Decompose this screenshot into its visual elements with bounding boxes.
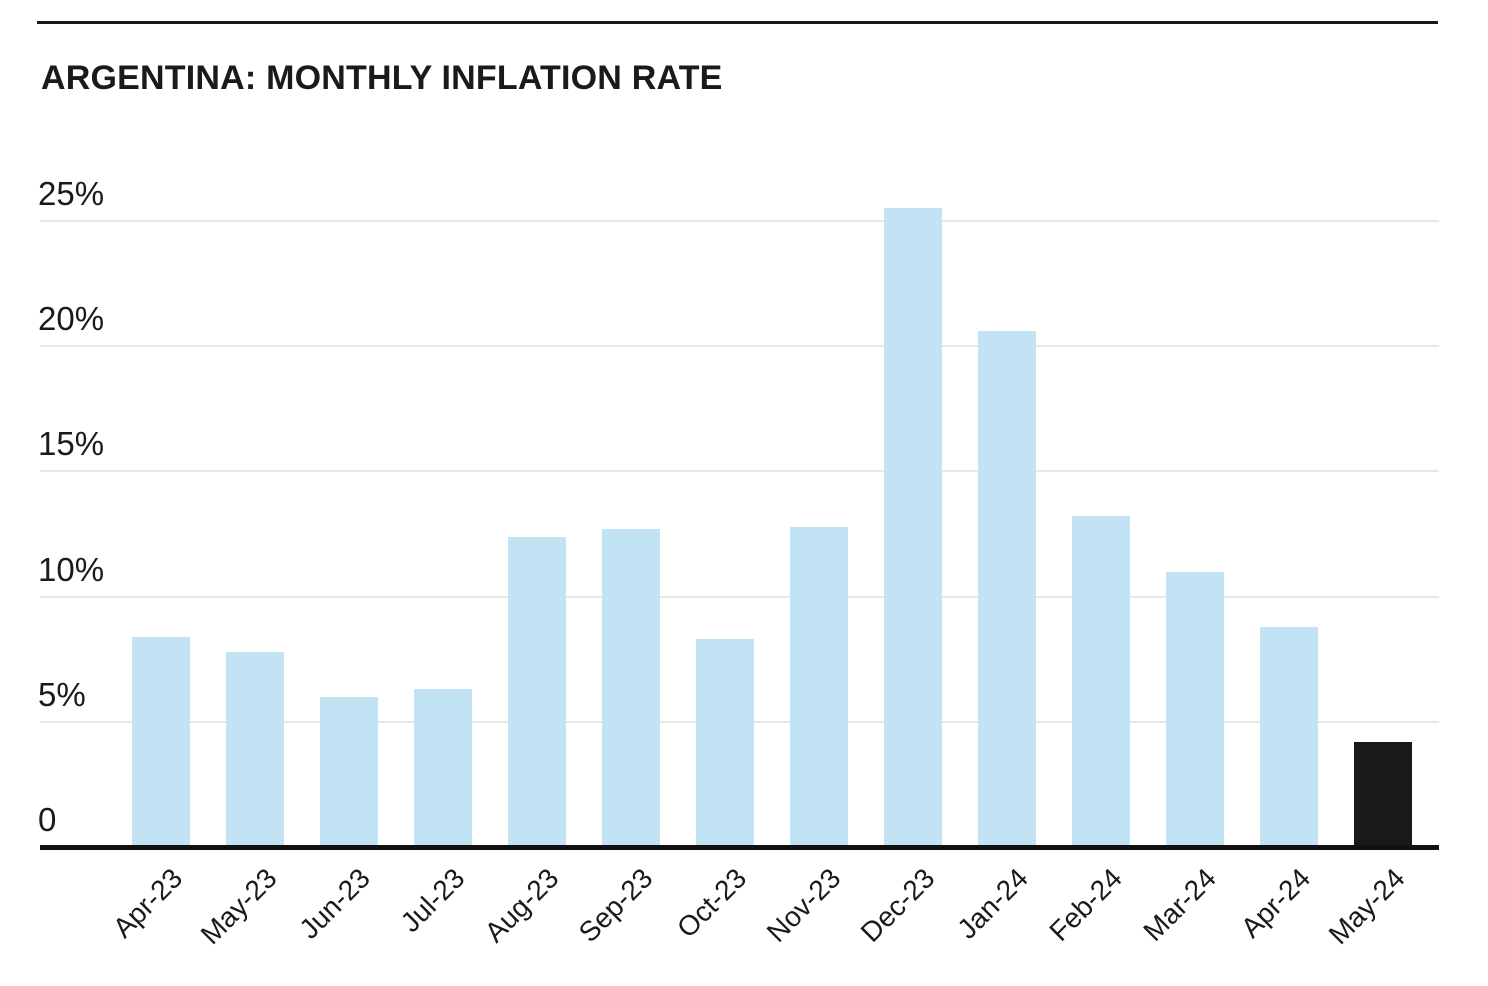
y-tick-label-20: 20% bbox=[38, 300, 105, 338]
x-tick-label-jan-24: Jan-24 bbox=[951, 862, 1035, 945]
bar-apr-24 bbox=[1260, 626, 1318, 847]
x-tick-label-nov-23: Nov-23 bbox=[760, 862, 847, 949]
bar-oct-23 bbox=[696, 639, 754, 847]
y-tick-label-25: 25% bbox=[38, 175, 105, 213]
x-tick-label-apr-23: Apr-23 bbox=[106, 862, 189, 944]
bar-aug-23 bbox=[508, 536, 566, 847]
x-tick-label-may-23: May-23 bbox=[194, 862, 283, 951]
inflation-bar-chart: 0 5% 10% 15% 20% 25% Apr-23 May-23 Jun-23 Jul-23 A… bbox=[38, 170, 1439, 950]
bar-dec-23 bbox=[884, 208, 942, 847]
x-tick-label-oct-23: Oct-23 bbox=[670, 862, 753, 944]
bar-sep-23 bbox=[602, 529, 660, 847]
x-tick-label-feb-24: Feb-24 bbox=[1043, 862, 1129, 947]
x-tick-label-aug-23: Aug-23 bbox=[478, 862, 565, 949]
bar-apr-23 bbox=[132, 636, 190, 847]
x-axis-line bbox=[40, 845, 1439, 850]
chart-title: ARGENTINA: MONTHLY INFLATION RATE bbox=[41, 59, 723, 97]
y-tick-label-10: 10% bbox=[38, 550, 105, 588]
gridline-15pct bbox=[40, 470, 1439, 473]
bar-jul-23 bbox=[414, 689, 472, 847]
x-tick-label-sep-23: Sep-23 bbox=[572, 862, 659, 949]
x-tick-label-jul-23: Jul-23 bbox=[394, 862, 471, 939]
gridline-20pct bbox=[40, 345, 1439, 348]
x-tick-label-may-24: May-24 bbox=[1322, 862, 1411, 951]
y-tick-label-15: 15% bbox=[38, 425, 105, 463]
gridline-25pct bbox=[40, 220, 1439, 222]
x-tick-label-dec-23: Dec-23 bbox=[854, 862, 941, 949]
y-tick-label-5: 5% bbox=[38, 675, 86, 713]
top-rule bbox=[37, 21, 1438, 24]
gridline-10pct bbox=[40, 595, 1439, 598]
bar-may-23 bbox=[226, 651, 284, 847]
bar-may-24 bbox=[1354, 741, 1412, 847]
y-tick-label-0: 0 bbox=[38, 801, 57, 839]
bar-mar-24 bbox=[1166, 571, 1224, 847]
bar-feb-24 bbox=[1072, 516, 1130, 847]
x-tick-label-mar-24: Mar-24 bbox=[1137, 862, 1223, 947]
x-tick-label-jun-23: Jun-23 bbox=[293, 862, 377, 945]
x-tick-label-apr-24: Apr-24 bbox=[1234, 862, 1317, 944]
bar-nov-23 bbox=[790, 526, 848, 847]
bar-jan-24 bbox=[978, 331, 1036, 847]
bar-jun-23 bbox=[320, 696, 378, 847]
